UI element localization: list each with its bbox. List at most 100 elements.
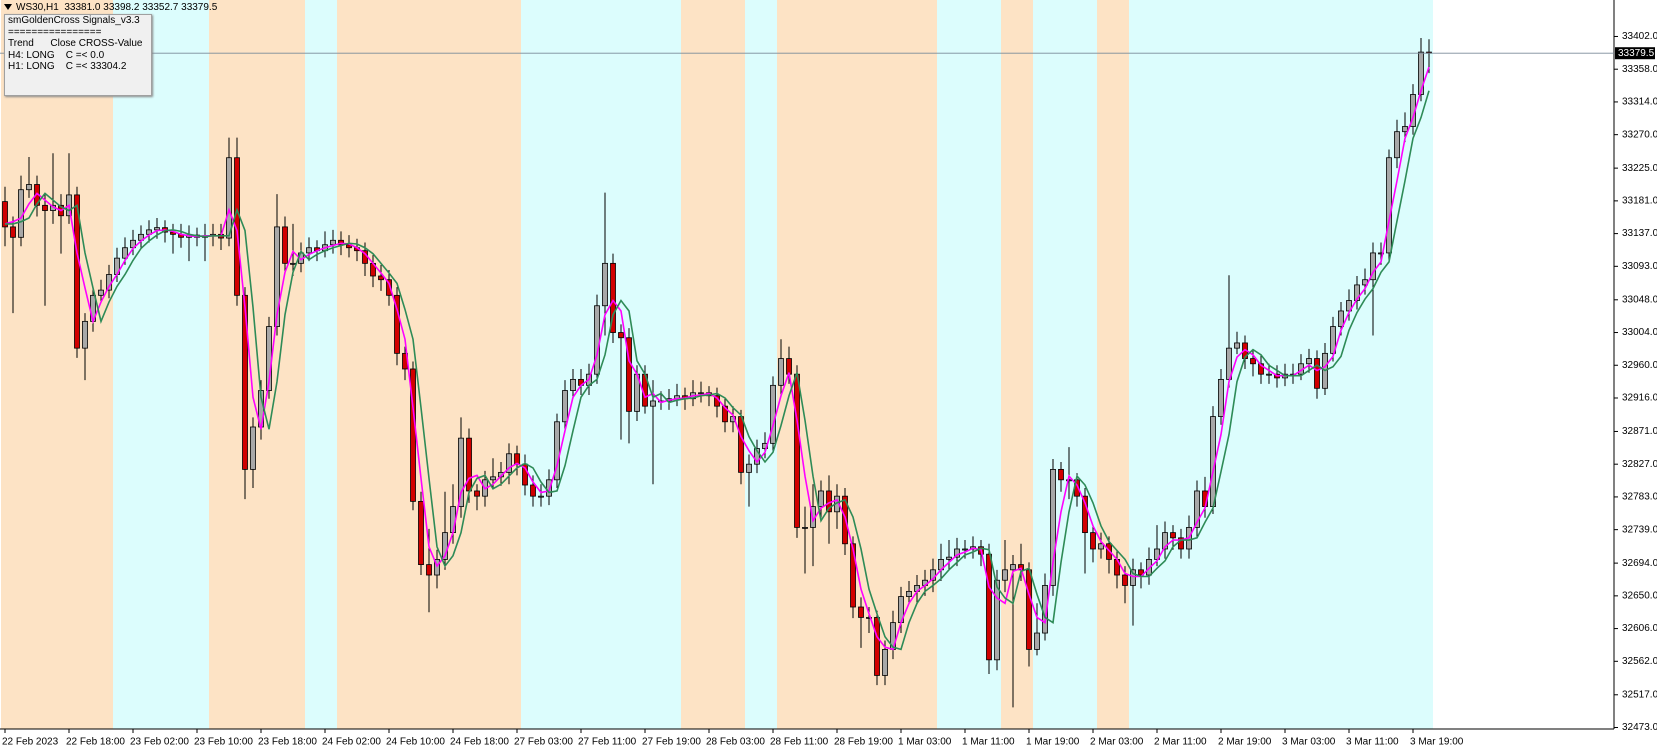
trend-zone bbox=[521, 0, 681, 729]
candle-body bbox=[994, 579, 1000, 661]
candle-body bbox=[330, 239, 336, 246]
x-tick-label: 2 Mar 11:00 bbox=[1154, 737, 1207, 748]
candle-body bbox=[794, 373, 800, 528]
x-tick-label: 27 Feb 11:00 bbox=[578, 737, 637, 748]
candle-body bbox=[418, 500, 424, 566]
candle-body bbox=[962, 548, 968, 551]
candle-body bbox=[1306, 358, 1312, 365]
candle-body bbox=[474, 490, 480, 497]
candle-body bbox=[874, 617, 880, 676]
candle-body bbox=[242, 294, 248, 470]
panel-line: smGoldenCross Signals_v3.3 bbox=[8, 15, 140, 26]
candle-body bbox=[1010, 564, 1016, 571]
y-tick-label: 32783.0 bbox=[1622, 492, 1657, 503]
candle-body bbox=[1386, 157, 1392, 254]
candle-body bbox=[1338, 310, 1344, 327]
y-tick-label: 33048.0 bbox=[1622, 294, 1657, 305]
candle-body bbox=[122, 247, 128, 259]
candle-body bbox=[786, 358, 792, 375]
candle-body bbox=[650, 400, 656, 407]
panel-line: ================ bbox=[8, 26, 102, 38]
y-tick-label: 33225.0 bbox=[1622, 163, 1657, 174]
candle-body bbox=[394, 294, 400, 354]
x-tick-label: 23 Feb 10:00 bbox=[194, 737, 253, 748]
trend-zone bbox=[1, 0, 113, 729]
plot bbox=[2, 37, 1432, 708]
candle-body bbox=[10, 226, 16, 238]
x-tick-label: 3 Mar 03:00 bbox=[1282, 737, 1336, 748]
candle-body bbox=[1378, 252, 1384, 255]
y-tick-label: 32960.0 bbox=[1622, 360, 1657, 371]
candle-body bbox=[778, 358, 784, 386]
candle-body bbox=[602, 262, 608, 307]
x-tick-label: 22 Feb 18:00 bbox=[66, 737, 125, 748]
y-tick-label: 32916.0 bbox=[1622, 393, 1657, 404]
y-tick-label: 32650.0 bbox=[1622, 590, 1657, 601]
trend-zone bbox=[1129, 0, 1433, 729]
candle-body bbox=[26, 184, 32, 191]
candle-body bbox=[1402, 126, 1408, 133]
current-price-box bbox=[1615, 47, 1655, 60]
candle-body bbox=[698, 392, 704, 395]
y-tick-label: 32871.0 bbox=[1622, 426, 1657, 437]
panel-line: H1: LONG C =< 33304.2 bbox=[8, 61, 127, 72]
y-tick-label: 33004.0 bbox=[1622, 327, 1657, 338]
candle-body bbox=[282, 226, 288, 264]
candle-body bbox=[1146, 559, 1152, 576]
candle-body bbox=[1058, 468, 1064, 481]
x-tick-label: 24 Feb 02:00 bbox=[322, 737, 381, 748]
candle-body bbox=[1082, 495, 1088, 534]
x-tick-label: 1 Mar 03:00 bbox=[898, 737, 952, 748]
candle-body bbox=[386, 279, 392, 296]
x-tick-label: 27 Feb 03:00 bbox=[514, 737, 573, 748]
candle-body bbox=[570, 378, 576, 391]
x-tick-label: 23 Feb 18:00 bbox=[258, 737, 317, 748]
candle-body bbox=[1418, 51, 1424, 95]
x-tick-label: 3 Mar 19:00 bbox=[1410, 737, 1464, 748]
candle-body bbox=[98, 289, 104, 296]
candle-body bbox=[1250, 358, 1256, 365]
trend-zone bbox=[305, 0, 337, 729]
candle-body bbox=[426, 564, 432, 576]
candle-body bbox=[1130, 569, 1136, 586]
y-tick-label: 33402.0 bbox=[1622, 31, 1657, 42]
candle-body bbox=[530, 484, 536, 497]
moving-average-line bbox=[4, 66, 1430, 651]
trend-zone bbox=[777, 0, 937, 729]
y-tick-label: 32517.0 bbox=[1622, 689, 1657, 700]
candle-body bbox=[1194, 490, 1200, 528]
trend-zone bbox=[681, 0, 745, 729]
x-tick-label: 28 Feb 11:00 bbox=[770, 737, 829, 748]
candle-body bbox=[1090, 532, 1096, 550]
x-tick-label: 28 Feb 19:00 bbox=[834, 737, 893, 748]
candle-body bbox=[1026, 569, 1032, 650]
candle-body bbox=[906, 590, 912, 597]
candle-body bbox=[722, 405, 728, 423]
symbol-header: WS30,H1 33381.0 33398.2 33352.7 33379.5 bbox=[4, 2, 217, 13]
y-tick-label: 32827.0 bbox=[1622, 459, 1657, 470]
candle-body bbox=[954, 548, 960, 558]
panel-line: Trend Close CROSS-Value bbox=[8, 38, 143, 49]
indicator-panel: smGoldenCross Signals_v3.3 ==============… bbox=[4, 14, 152, 96]
y-tick-label: 33093.0 bbox=[1622, 261, 1657, 272]
candle-body bbox=[1330, 326, 1336, 354]
candle-body bbox=[738, 416, 744, 473]
candle-body bbox=[1266, 373, 1272, 376]
candle-body bbox=[1034, 632, 1040, 650]
candle-body bbox=[1370, 252, 1376, 281]
candle-body bbox=[1066, 479, 1072, 482]
candle-body bbox=[1178, 537, 1184, 550]
x-tick-label: 28 Feb 03:00 bbox=[706, 737, 765, 748]
candle-body bbox=[1098, 543, 1104, 550]
trend-zone bbox=[1097, 0, 1129, 729]
candle-body bbox=[226, 157, 232, 239]
x-tick-label: 24 Feb 18:00 bbox=[450, 737, 509, 748]
candle-body bbox=[1122, 574, 1128, 586]
y-tick-label: 33181.0 bbox=[1622, 196, 1657, 207]
candle-body bbox=[986, 553, 992, 661]
candle-body bbox=[1314, 358, 1320, 389]
candle-body bbox=[290, 262, 296, 265]
candle-body bbox=[1002, 569, 1008, 581]
y-tick-label: 32562.0 bbox=[1622, 656, 1657, 667]
x-tick-label: 2 Mar 19:00 bbox=[1218, 737, 1272, 748]
